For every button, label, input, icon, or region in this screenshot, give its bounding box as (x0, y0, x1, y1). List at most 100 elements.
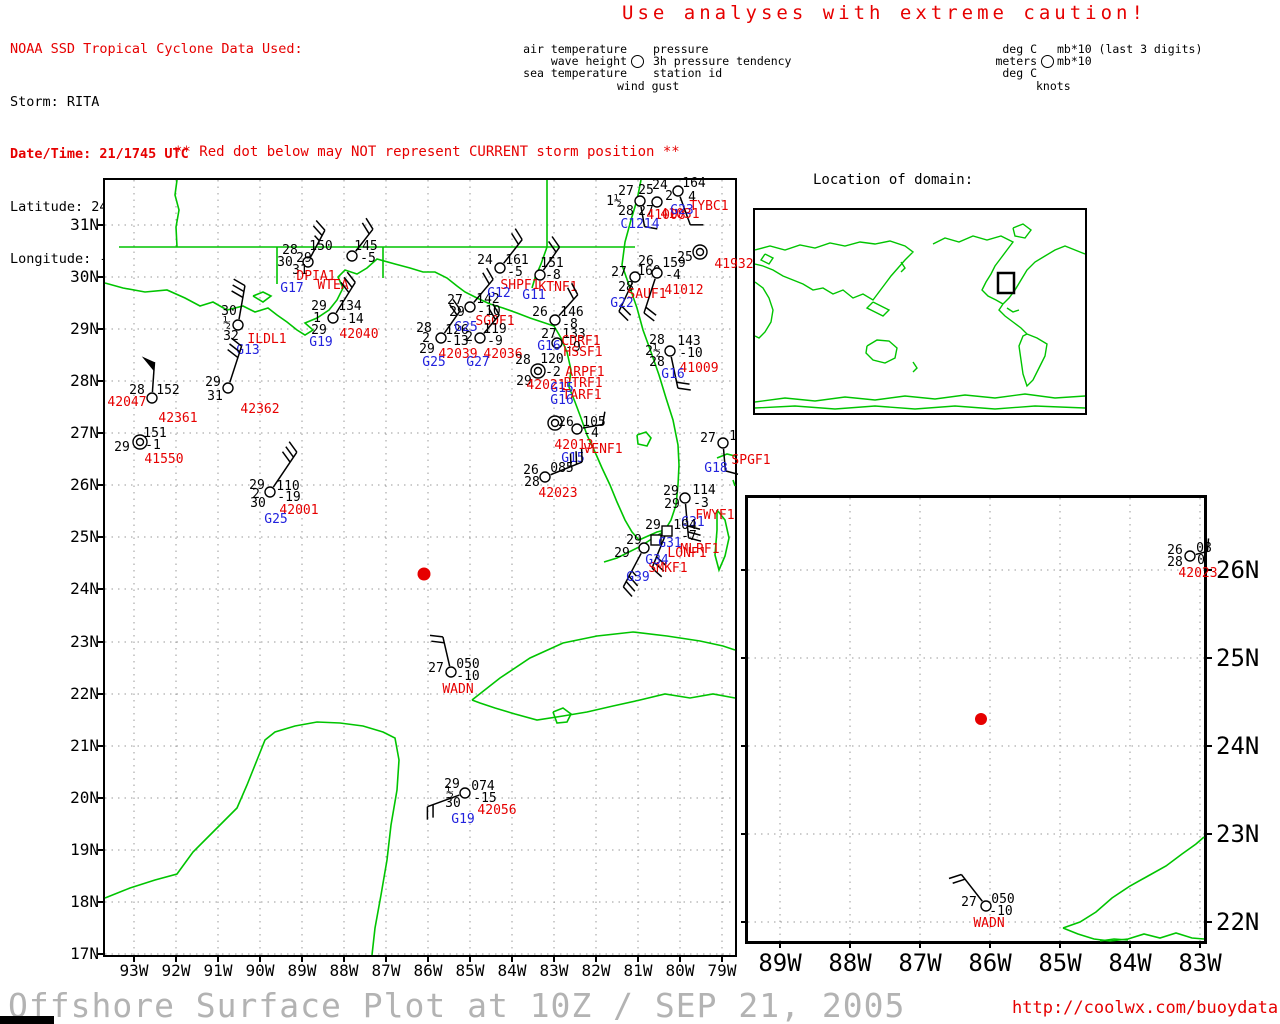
station-label: G19 (309, 335, 332, 350)
lon-label-85W: 85W (1038, 949, 1082, 977)
station-label: 28 (416, 321, 432, 336)
station-label: 27 (611, 265, 627, 280)
station-label: -7 (681, 529, 697, 544)
station-label: -1 (145, 438, 161, 453)
station-label: ½ (223, 316, 231, 331)
lon-label-82W: 82W (581, 961, 611, 980)
lon-label-89W: 89W (758, 949, 802, 977)
legend-right-column: pressure 3h pressure tendency station id (653, 43, 791, 80)
station-label: -4 (665, 268, 681, 283)
coastline (252, 291, 273, 303)
station-label: -9 (487, 334, 503, 349)
world-coastline (755, 281, 774, 339)
station-label: 29 (311, 323, 327, 338)
lon-label-93W: 93W (119, 961, 149, 980)
caution-banner: Use analyses with extreme caution! (622, 2, 1147, 24)
coastline (104, 258, 666, 541)
header-datetime: Date/Time: 21/1745 UTC (10, 146, 189, 162)
station-label: 161 (505, 253, 528, 268)
station-label: 29 (419, 342, 435, 357)
station-label: G17 (280, 281, 303, 296)
station-label: -15 (473, 791, 496, 806)
world-coastline (932, 235, 1015, 305)
plot-title: Offshore Surface Plot at 10Z / SEP 21, 2… (8, 986, 906, 1024)
station-label: 30 (445, 796, 461, 811)
lon-label-86W: 86W (413, 961, 443, 980)
coastline (716, 453, 736, 459)
station-label: 074 (471, 779, 495, 794)
station-label: 42013 (554, 438, 593, 453)
station-label: 28 (649, 355, 665, 370)
station-label: C1214 (620, 217, 659, 232)
station-label: 28 (515, 353, 531, 368)
station-label: DPIA1 (296, 269, 335, 284)
legend-left-column: air temperature wave height sea temperat… (520, 43, 627, 80)
station-label: 133 (562, 327, 585, 342)
station-label: 30 (250, 496, 266, 511)
station-label: G12 (487, 286, 510, 301)
lat-label-25N: 25N (70, 527, 99, 546)
station-label: ½ (446, 786, 454, 801)
station-label: 2 (665, 189, 673, 204)
station-label: 31 (207, 389, 223, 404)
station-label: 1½ (606, 194, 622, 209)
station-label: G15 (561, 451, 584, 466)
station-label: 27 (700, 431, 716, 446)
lat-label-20N: 20N (70, 788, 99, 807)
station-circle-icon (1041, 55, 1054, 68)
station-plot (651, 196, 663, 208)
station-label: 1 (729, 429, 737, 444)
coastline (531, 180, 548, 289)
lon-label-84W: 84W (497, 961, 527, 980)
units-meters: meters (995, 54, 1037, 69)
coastline (714, 509, 730, 573)
station-label: G25 (454, 320, 477, 335)
storm-position-dot (417, 567, 431, 581)
station-label: 120 (540, 352, 563, 367)
station-label: 30 (277, 255, 293, 270)
header-storm: Storm: RITA (10, 93, 100, 110)
station-label: G16 (537, 339, 560, 354)
station-plot (547, 415, 563, 431)
domain-box (996, 271, 1016, 295)
station-label: 28 (649, 333, 665, 348)
station-label: 29 (249, 478, 265, 493)
station-label: 28 (524, 475, 540, 490)
station-label: 145 (354, 239, 377, 254)
station-label: G31 (681, 515, 704, 530)
station-label: 0 (1197, 553, 1205, 568)
lon-label-92W: 92W (161, 961, 191, 980)
units-knots: knots (1036, 79, 1071, 93)
station-label: 29 (663, 484, 679, 499)
lat-label-17N: 17N (70, 944, 99, 963)
station-label: 41031 (660, 207, 699, 222)
legend-pressure: pressure (653, 42, 709, 56)
station-label: G11 (522, 288, 545, 303)
station-label: 26 (523, 463, 539, 478)
station-label: 151 (540, 256, 563, 271)
station-label: 26 (638, 254, 654, 269)
source-url[interactable]: http://coolwx.com/buoydata (1012, 998, 1279, 1018)
lon-label-83W: 83W (539, 961, 569, 980)
lon-label-90W: 90W (245, 961, 275, 980)
gulf-of-mexico-surface-map: 28 150 29 30 31 DPIA1 WTEA G17 145 -5 29 134 1 -14 29 4… (98, 176, 771, 962)
lon-label-89W: 89W (287, 961, 317, 980)
station-label: 27 (961, 895, 977, 910)
station-label: 27 (428, 661, 444, 676)
lat-label-22N: 22N (1216, 908, 1260, 936)
world-map-canvas (755, 223, 1085, 410)
lat-label-22N: 22N (70, 684, 99, 703)
station-label: 26 (532, 305, 548, 320)
coastline (104, 721, 400, 956)
world-coastline (912, 361, 918, 373)
station-plot: 26 146-8 (532, 282, 584, 332)
station-label: 2 (465, 330, 473, 345)
station-label: 28 (129, 383, 145, 398)
station-label: FWYF1 (695, 508, 734, 523)
lat-label-29N: 29N (70, 319, 99, 338)
station-label: 31 (292, 263, 308, 278)
